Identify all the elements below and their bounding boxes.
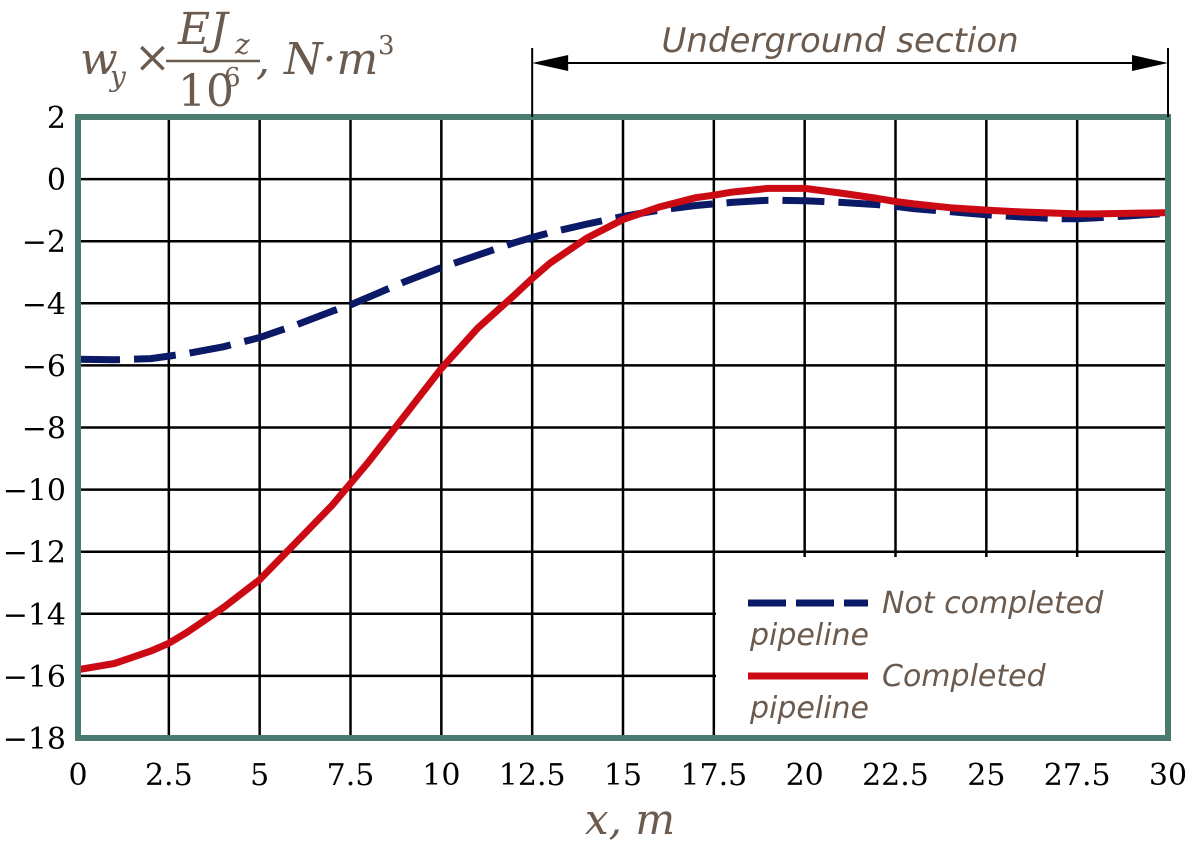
y-tick-label: −18 [3,722,66,757]
ylabel-numerator-subscript: z [234,28,250,61]
plot-frame [75,114,1171,741]
ylabel-times: × [134,32,171,83]
legend-background [716,557,1165,735]
legend-label-1-line1: Completed [882,659,1047,694]
y-axis-label: w y × EJ z 10 6 , N·m 3 [80,4,395,117]
y-axis-ticks: 2 0 −2 −4 −6 −8 −10 −12 −14 −16 −18 [3,101,66,757]
y-tick-label: −2 [22,225,66,260]
x-tick-label: 27.5 [1044,758,1111,793]
x-tick-label: 22.5 [862,758,929,793]
x-tick-label: 20 [786,758,824,793]
y-tick-label: −16 [3,660,66,695]
y-tick-label: 0 [47,163,66,198]
ylabel-denominator-superscript: 6 [224,63,241,93]
ylabel-numerator: EJ [177,4,230,55]
y-tick-label: −4 [22,287,66,322]
x-tick-label: 10 [422,758,460,793]
series-group [77,184,1169,674]
ylabel-unit-superscript: 3 [378,31,395,61]
x-tick-label: 2.5 [145,758,193,793]
y-tick-label: −8 [22,412,66,447]
x-tick-label: 0 [68,758,87,793]
y-tick-label: −6 [22,349,66,384]
x-tick-label: 7.5 [327,758,375,793]
x-tick-label: 5 [250,758,269,793]
y-tick-label: −14 [3,598,66,633]
ylabel-unit: , N·m [256,34,378,85]
annotation-text: Underground section [661,21,1018,61]
annotation-arrowhead-right [1132,55,1168,71]
x-tick-label: 17.5 [680,758,747,793]
x-tick-label: 25 [967,758,1005,793]
y-tick-label: −10 [3,474,66,509]
x-tick-label: 12.5 [499,758,566,793]
underground-section-annotation: Underground section [531,21,1169,117]
ylabel-w-subscript: y [108,60,127,93]
ylabel-w: w [80,34,118,85]
annotation-arrowhead-left [532,55,569,71]
series-completed-line [77,184,1169,674]
x-tick-label: 15 [604,758,642,793]
x-axis-label: x, m [585,795,675,844]
x-tick-label: 30 [1149,758,1187,793]
ylabel-denominator: 10 [178,66,234,117]
y-tick-label: −12 [3,536,66,571]
y-tick-label: 2 [47,101,66,136]
legend-label-0-line1: Not completed [882,586,1104,621]
legend-label-1-line2: pipeline [749,691,869,726]
x-axis-ticks: 0 2.5 5 7.5 10 12.5 15 17.5 20 22.5 25 27.5 30 [68,758,1187,793]
legend: Not completed pipeline Completed pipeline [748,586,1104,726]
legend-label-0-line2: pipeline [749,618,869,653]
